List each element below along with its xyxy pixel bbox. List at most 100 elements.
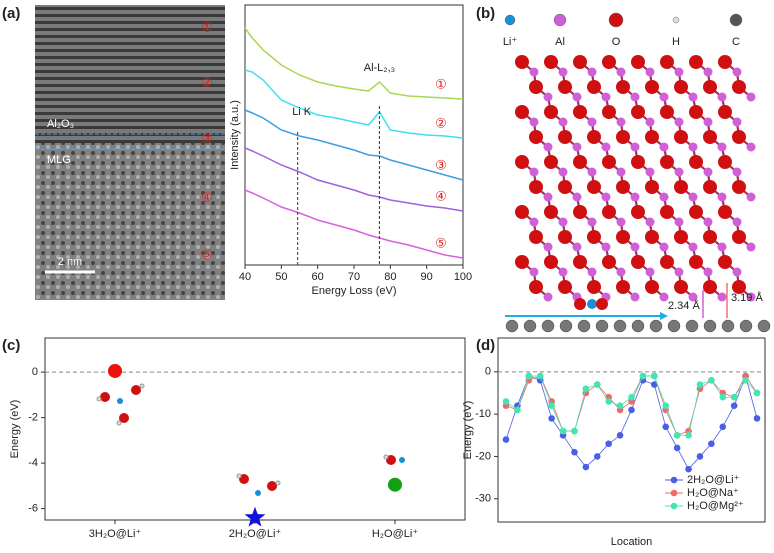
molecule	[596, 298, 608, 310]
atom	[674, 280, 688, 294]
atom	[587, 167, 597, 177]
atom	[630, 192, 640, 202]
x-tick-label: 70	[348, 271, 360, 283]
carbon	[595, 319, 609, 333]
atom	[717, 292, 727, 302]
point	[548, 415, 555, 422]
atom	[558, 80, 572, 94]
atom	[645, 180, 659, 194]
atom	[689, 155, 703, 169]
atom	[660, 155, 674, 169]
carbon	[757, 319, 771, 333]
distance-label: 2.34 Å	[668, 299, 700, 312]
atom	[718, 255, 732, 269]
atom	[543, 142, 553, 152]
atom	[529, 280, 543, 294]
atom	[587, 67, 597, 77]
carbon	[577, 319, 591, 333]
series-line	[244, 147, 464, 212]
region-label: ⑤	[201, 246, 213, 261]
region-label: ①	[201, 19, 213, 34]
legend-atom	[608, 12, 624, 28]
atom	[703, 130, 717, 144]
atom	[616, 217, 626, 227]
atom	[660, 205, 674, 219]
atom	[674, 217, 684, 227]
point	[753, 415, 761, 422]
atom	[631, 255, 645, 269]
carbon	[685, 319, 699, 333]
series-label: ④	[435, 188, 447, 203]
point	[628, 393, 635, 401]
carbon	[631, 319, 645, 333]
point	[388, 477, 402, 492]
atom	[573, 255, 587, 269]
atom	[616, 117, 626, 127]
region-label: ④	[201, 189, 213, 204]
carbon	[505, 319, 519, 333]
carbon	[559, 319, 573, 333]
x-tick-label: H₂O@Li⁺	[372, 528, 418, 540]
tem-image	[35, 143, 225, 300]
atom	[674, 130, 688, 144]
point	[730, 402, 738, 409]
atom	[587, 117, 597, 127]
region-label: ②	[201, 74, 213, 89]
atom	[630, 92, 640, 102]
y-tick-label: -6	[28, 503, 38, 515]
atom	[558, 217, 568, 227]
atom	[645, 280, 659, 294]
region-label: ③	[201, 131, 213, 146]
atom	[703, 80, 717, 94]
point	[651, 381, 658, 388]
point	[605, 398, 612, 405]
atom	[746, 242, 756, 252]
molecule-icons	[96, 383, 405, 496]
atom	[732, 280, 746, 294]
atom	[630, 242, 640, 252]
atom	[703, 230, 717, 244]
point	[719, 423, 727, 431]
atom	[746, 192, 756, 202]
point	[502, 436, 510, 443]
atom	[587, 180, 601, 194]
legend-atom	[729, 13, 743, 27]
atom	[717, 192, 727, 202]
series-line	[244, 189, 464, 259]
atom	[645, 267, 655, 277]
point	[559, 427, 567, 435]
point	[571, 427, 578, 435]
atom	[688, 192, 698, 202]
x-tick-label: 80	[384, 271, 396, 283]
atom	[602, 55, 616, 69]
atom	[573, 105, 587, 119]
panel-label: (d)	[476, 337, 495, 354]
atom	[558, 167, 568, 177]
point	[753, 389, 761, 397]
carbon	[703, 319, 717, 333]
atom	[660, 55, 674, 69]
point	[628, 406, 635, 414]
point	[662, 423, 670, 431]
x-axis-label: Location	[611, 536, 653, 548]
atom	[732, 230, 746, 244]
atom	[732, 267, 742, 277]
atom	[630, 142, 640, 152]
point	[662, 402, 670, 409]
panel-label: (b)	[476, 5, 495, 22]
atom	[703, 67, 713, 77]
atom	[631, 205, 645, 219]
y-tick-label: 0	[32, 366, 38, 378]
y-tick-label: -30	[475, 493, 491, 505]
x-tick-label: 3H₂O@Li⁺	[89, 528, 142, 540]
layer-label: Al₂O₃	[47, 118, 74, 130]
atom	[732, 180, 746, 194]
atom	[515, 155, 529, 169]
atom	[544, 205, 558, 219]
atom	[544, 155, 558, 169]
atom	[718, 105, 732, 119]
legend-label: H₂O@Mg²⁺	[687, 500, 744, 512]
atom	[573, 55, 587, 69]
atom	[645, 217, 655, 227]
legend-atom	[504, 14, 516, 26]
